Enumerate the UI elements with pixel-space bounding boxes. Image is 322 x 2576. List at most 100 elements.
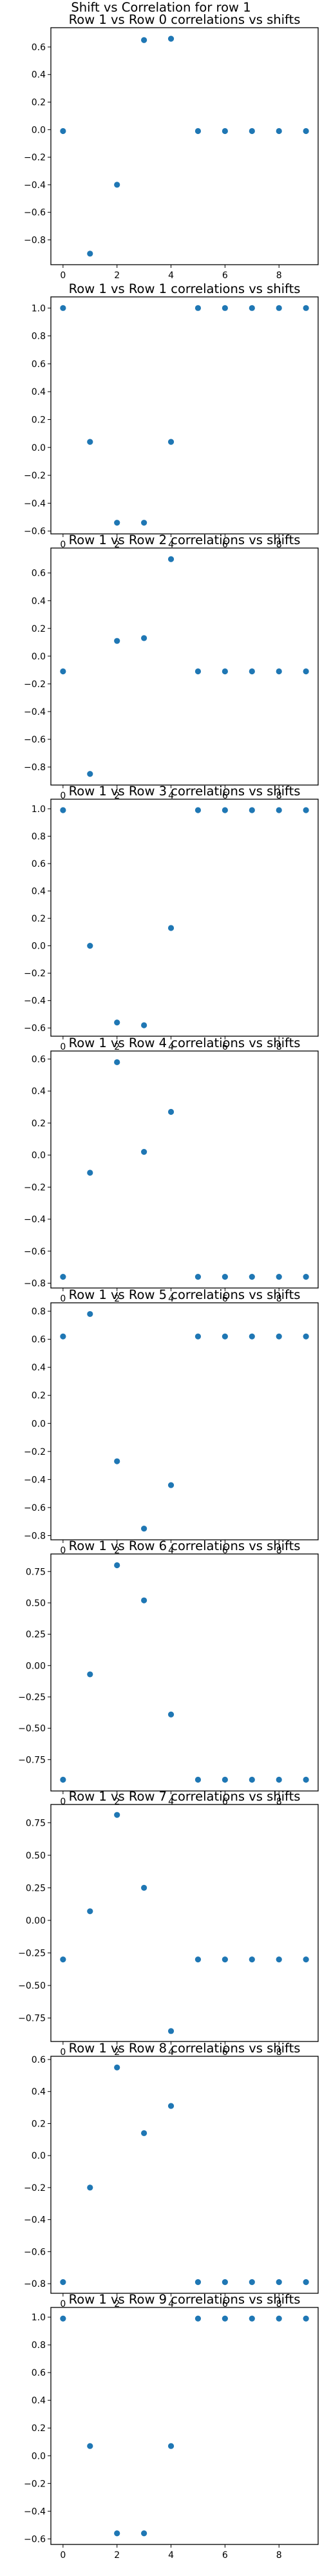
data-point xyxy=(194,2315,202,2322)
x-tick-label: 0 xyxy=(60,1294,66,1304)
data-point xyxy=(194,1776,202,1783)
data-point xyxy=(303,1956,309,1963)
data-point xyxy=(87,2443,93,2449)
data-point xyxy=(276,2315,282,2322)
x-tick-label: 8 xyxy=(276,1546,282,1556)
x-tick-label: 4 xyxy=(168,2299,174,2309)
data-point xyxy=(141,1884,147,1891)
panel-title: Row 1 vs Row 3 correlations vs shifts xyxy=(69,784,301,799)
data-point xyxy=(114,1059,120,1066)
data-point xyxy=(114,638,120,644)
y-tick-label: −0.4 xyxy=(24,1475,46,1485)
data-point xyxy=(249,2278,255,2286)
y-tick-label: −0.50 xyxy=(18,1724,46,1734)
data-point xyxy=(141,2530,147,2537)
x-tick-label: 0 xyxy=(60,1797,66,1807)
y-tick-label: 0.6 xyxy=(32,2368,46,2378)
data-point xyxy=(222,1956,228,1963)
x-tick-label: 6 xyxy=(222,791,228,801)
data-point xyxy=(276,1333,282,1340)
data-point xyxy=(141,2130,147,2136)
y-tick-label: −0.6 xyxy=(24,735,46,745)
data-point xyxy=(249,668,255,675)
x-tick-label: 0 xyxy=(60,2550,66,2561)
data-point xyxy=(167,1482,175,1488)
x-tick-label: 4 xyxy=(168,2550,174,2561)
data-point xyxy=(87,771,93,777)
y-tick-label: 0.0 xyxy=(32,2451,46,2461)
data-point xyxy=(194,1273,202,1280)
data-point xyxy=(167,925,175,931)
data-point xyxy=(249,807,255,813)
y-tick-label: 0.6 xyxy=(32,359,46,370)
data-point xyxy=(222,1776,228,1783)
data-point xyxy=(194,668,202,675)
axes-frame xyxy=(50,1553,319,1792)
panel-title: Row 1 vs Row 8 correlations vs shifts xyxy=(69,2041,301,2056)
data-point xyxy=(87,1170,93,1176)
y-tick-label: 0.2 xyxy=(32,2119,46,2129)
x-tick-label: 0 xyxy=(60,2047,66,2058)
data-point xyxy=(87,251,93,257)
y-tick-label: 0.8 xyxy=(32,831,46,842)
x-tick-label: 2 xyxy=(114,2550,120,2561)
data-point xyxy=(114,1562,120,1569)
x-tick-label: 4 xyxy=(168,1546,174,1556)
x-tick-label: 6 xyxy=(222,1042,228,1052)
data-point xyxy=(303,1776,309,1783)
y-tick-label: −0.2 xyxy=(24,471,46,481)
data-point xyxy=(114,1019,120,1026)
x-tick-label: 8 xyxy=(276,791,282,801)
x-tick-label: 4 xyxy=(168,540,174,550)
data-point xyxy=(194,305,202,311)
y-tick-label: 0.8 xyxy=(32,2340,46,2351)
y-tick-label: 0.4 xyxy=(32,1086,46,1097)
data-point xyxy=(114,182,120,188)
y-tick-label: 0.75 xyxy=(26,1818,46,1828)
x-tick-label: 8 xyxy=(276,1294,282,1304)
y-tick-label: −0.8 xyxy=(24,1531,46,1541)
data-point xyxy=(276,1776,282,1783)
y-tick-label: 0.00 xyxy=(26,1916,46,1926)
data-point xyxy=(303,1333,309,1340)
data-point xyxy=(60,1956,66,1963)
data-point xyxy=(303,2315,309,2322)
chart-panel-3: Row 1 vs Row 3 correlations vs shifts 1.0… xyxy=(24,784,319,1052)
y-tick-label: −0.6 xyxy=(24,1023,46,1034)
y-tick-label: 0.75 xyxy=(26,1567,46,1577)
y-tick-label: 0.00 xyxy=(26,1661,46,1671)
y-tick-label: −0.8 xyxy=(24,1279,46,1289)
data-point xyxy=(141,635,147,641)
y-tick-label: −0.8 xyxy=(24,235,46,245)
y-tick-label: −0.2 xyxy=(24,1447,46,1457)
axes-frame xyxy=(50,1804,319,2042)
x-tick-label: 0 xyxy=(60,270,66,281)
x-tick-label: 0 xyxy=(60,540,66,550)
data-point xyxy=(167,2028,175,2034)
x-tick-label: 8 xyxy=(276,1042,282,1052)
x-tick-label: 6 xyxy=(222,1546,228,1556)
data-point xyxy=(141,37,147,43)
y-tick-label: −0.50 xyxy=(18,1981,46,1991)
x-tick-label: 2 xyxy=(114,270,120,281)
data-point xyxy=(167,2103,175,2109)
data-point xyxy=(222,807,228,813)
data-point xyxy=(276,128,282,135)
chart-panel-7: Row 1 vs Row 7 correlations vs shifts 0.7… xyxy=(18,1789,319,2058)
data-point xyxy=(167,2443,175,2449)
x-tick-label: 8 xyxy=(276,2047,282,2058)
data-point xyxy=(141,520,147,526)
chart-panel-5: Row 1 vs Row 5 correlations vs shifts 0.8… xyxy=(24,1287,319,1556)
y-tick-label: 0.6 xyxy=(32,1335,46,1345)
y-tick-label: 0.0 xyxy=(32,2151,46,2161)
y-tick-label: 1.0 xyxy=(32,804,46,815)
axes-frame xyxy=(50,799,319,1037)
data-point xyxy=(249,1776,255,1783)
y-tick-label: −0.2 xyxy=(24,153,46,163)
data-point xyxy=(167,35,175,42)
x-tick-label: 2 xyxy=(114,2047,120,2058)
data-point xyxy=(222,1333,228,1340)
y-tick-label: 0.2 xyxy=(32,914,46,924)
panel-title: Row 1 vs Row 5 correlations vs shifts xyxy=(69,1287,301,1302)
chart-panel-8: Row 1 vs Row 8 correlations vs shifts 0.6… xyxy=(24,2041,319,2309)
